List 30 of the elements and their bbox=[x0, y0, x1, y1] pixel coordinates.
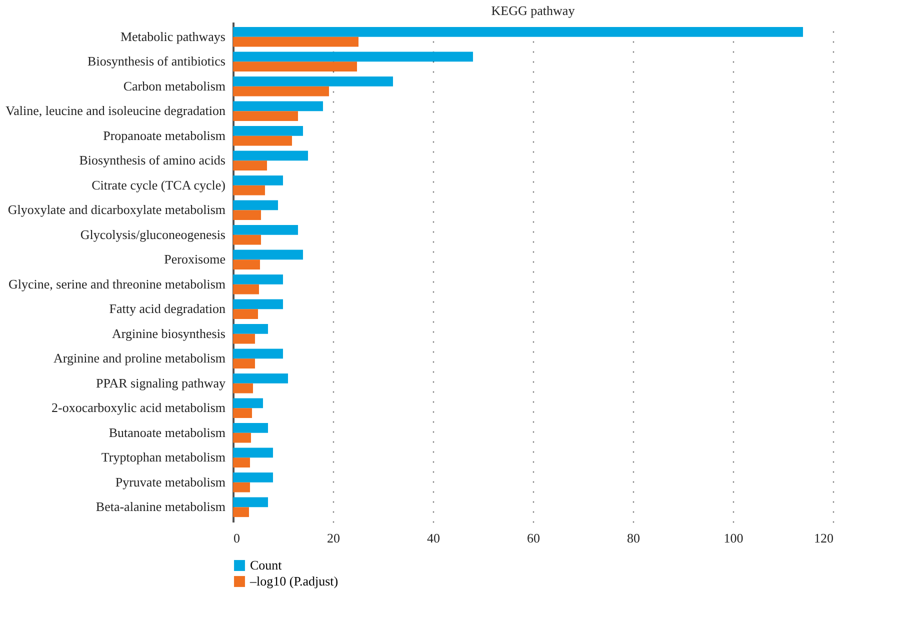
legend-label: –log10 (P.adjust) bbox=[249, 574, 338, 588]
y-tick-label: Glycine, serine and threonine metabolism bbox=[8, 276, 226, 292]
y-tick-label: Glyoxylate and dicarboxylate metabolism bbox=[8, 202, 226, 218]
x-tick-label: 40 bbox=[427, 530, 440, 546]
x-tick-label: 60 bbox=[527, 530, 540, 546]
y-tick-label: Propanoate metabolism bbox=[103, 128, 226, 143]
x-tick-label: 80 bbox=[627, 530, 640, 546]
x-tick-label: 100 bbox=[724, 530, 744, 546]
y-tick-label: Beta-alanine metabolism bbox=[96, 499, 226, 514]
y-tick-label: Tryptophan metabolism bbox=[101, 450, 226, 465]
y-tick-label: Arginine biosynthesis bbox=[112, 326, 226, 341]
y-tick-label: Glycolysis/gluconeogenesis bbox=[80, 226, 226, 242]
x-tick-label: 120 bbox=[814, 530, 834, 546]
y-tick-label: Pyruvate metabolism bbox=[115, 474, 226, 490]
x-tick-label: 20 bbox=[327, 530, 340, 546]
y-tick-label: 2-oxocarboxylic acid metabolism bbox=[51, 400, 226, 416]
y-tick-label: Butanoate metabolism bbox=[108, 424, 226, 440]
y-tick-label: PPAR signaling pathway bbox=[96, 375, 226, 390]
y-tick-label: Biosynthesis of amino acids bbox=[79, 152, 226, 168]
chart-title: KEGG pathway bbox=[491, 3, 576, 18]
y-tick-label: Citrate cycle (TCA cycle) bbox=[92, 177, 226, 192]
y-tick-label: Arginine and proline metabolism bbox=[54, 350, 226, 366]
y-tick-label: Biosynthesis of antibiotics bbox=[88, 54, 226, 69]
legend-label: Count bbox=[250, 558, 282, 572]
y-tick-label: Fatty acid degradation bbox=[109, 301, 226, 316]
y-tick-label: Valine, leucine and isoleucine degradation bbox=[6, 103, 226, 118]
y-tick-label: Metabolic pathways bbox=[120, 28, 226, 44]
x-tick-label: 0 bbox=[234, 530, 240, 546]
y-tick-label: Peroxisome bbox=[164, 252, 226, 267]
y-tick-label: Carbon metabolism bbox=[123, 78, 226, 94]
